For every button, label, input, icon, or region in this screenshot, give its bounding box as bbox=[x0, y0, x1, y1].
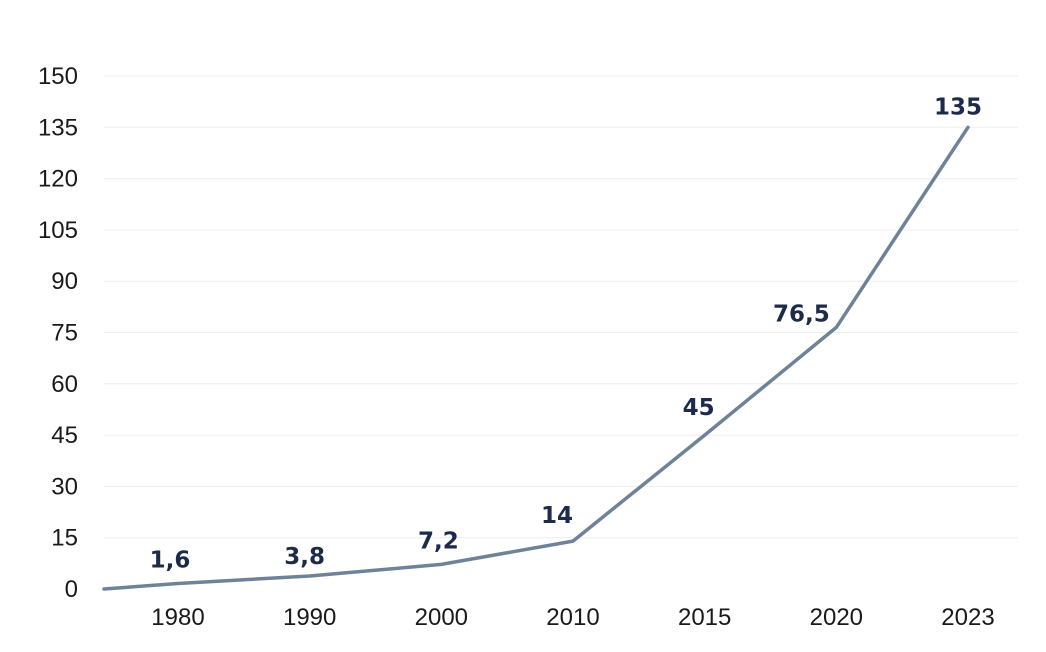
x-tick-label-2020: 2020 bbox=[810, 604, 863, 631]
y-tick-label-105: 105 bbox=[38, 217, 78, 244]
y-tick-label-90: 90 bbox=[51, 268, 78, 295]
data-label-2010: 14 bbox=[541, 503, 573, 529]
x-tick-label-2015: 2015 bbox=[678, 604, 731, 631]
x-tick-label-2023: 2023 bbox=[941, 604, 994, 631]
y-tick-label-15: 15 bbox=[51, 525, 78, 552]
y-axis: 0 15 30 45 60 75 90 105 120 135 150 bbox=[38, 63, 78, 603]
data-label-2020: 76,5 bbox=[773, 301, 830, 327]
data-label-1990: 3,8 bbox=[284, 544, 325, 570]
y-tick-label-120: 120 bbox=[38, 166, 78, 193]
data-label-2023: 135 bbox=[934, 94, 982, 120]
data-label-1980: 1,6 bbox=[150, 548, 191, 574]
y-tick-label-0: 0 bbox=[65, 576, 78, 603]
series-layer bbox=[102, 125, 970, 591]
y-tick-label-135: 135 bbox=[38, 114, 78, 141]
x-axis: 1980 1990 2000 2010 2015 2020 2023 bbox=[151, 604, 994, 631]
data-label-2015: 45 bbox=[683, 395, 715, 421]
x-tick-label-1980: 1980 bbox=[151, 604, 204, 631]
gridlines bbox=[104, 75, 1018, 539]
y-tick-label-75: 75 bbox=[51, 320, 78, 347]
x-tick-label-1990: 1990 bbox=[283, 604, 336, 631]
x-tick-label-2010: 2010 bbox=[546, 604, 599, 631]
y-tick-label-30: 30 bbox=[51, 473, 78, 500]
data-label-2000: 7,2 bbox=[418, 528, 459, 554]
y-tick-label-60: 60 bbox=[51, 371, 78, 398]
y-tick-label-150: 150 bbox=[38, 63, 78, 90]
series-line bbox=[102, 125, 970, 591]
y-tick-label-45: 45 bbox=[51, 422, 78, 449]
data-labels: 1,6 3,8 7,2 14 45 76,5 135 bbox=[150, 94, 982, 573]
x-tick-label-2000: 2000 bbox=[415, 604, 468, 631]
